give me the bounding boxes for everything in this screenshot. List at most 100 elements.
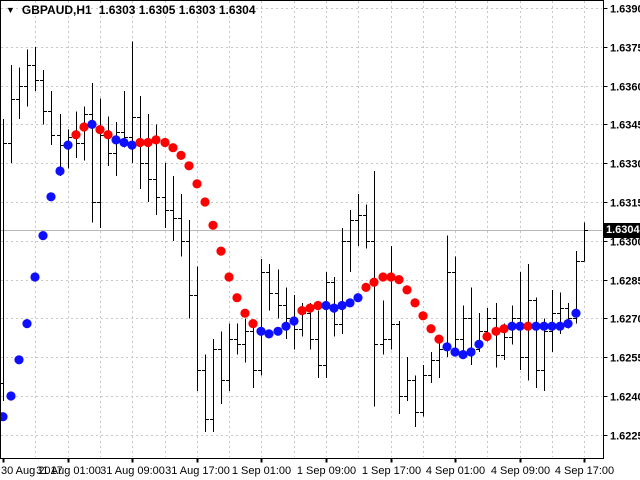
indicator-dot [305,303,315,313]
indicator-dot [499,324,509,334]
ohlc-bar [81,106,88,161]
ohlc-bar [170,176,177,241]
ohlc-bar [404,357,411,402]
price-tick-label: 1.6240 [610,392,640,404]
price-tick-label: 1.6315 [610,198,640,210]
indicator-dot [46,192,56,202]
indicator-dot [200,197,210,207]
price-tick-label: 1.6390 [610,4,640,16]
ohlc-bar [266,264,273,311]
price-tick-label: 1.6375 [610,43,640,55]
indicator-dot [111,135,121,145]
ohlc-bar [105,116,112,166]
indicator-dot [289,316,299,326]
indicator-dot [491,326,501,336]
ohlc-bar [186,220,193,319]
indicator-dot [143,137,153,148]
time-tick-label: 4 Sep 09:00 [491,465,550,477]
indicator-dot [531,321,541,331]
ohlc-bar [48,90,55,146]
ohlc-bar [517,271,524,371]
indicator-dot [216,246,226,256]
indicator-dot [386,272,396,282]
ohlc-bar [549,289,556,352]
indicator-dot [321,300,331,311]
ohlc-bar [420,365,427,417]
price-tick-label: 1.6300 [610,237,640,249]
ohlc-bar [16,67,23,120]
indicator-dot [378,272,388,282]
indicator-dot [0,412,8,422]
indicator-dot [450,347,460,357]
time-tick-label: 31 Aug 17:00 [165,465,230,477]
indicator-dot [30,272,40,282]
price-tick-label: 1.6255 [610,353,640,365]
indicator-dot [87,119,97,129]
indicator-dots [0,119,581,422]
indicator-dot [442,342,452,352]
price-tick-label: 1.6330 [610,159,640,171]
ohlc-bar [210,339,217,433]
indicator-dot [160,137,170,148]
indicator-dot [507,321,517,331]
indicator-dot [523,321,533,331]
plot-frame [0,0,604,459]
indicator-dot [95,125,105,135]
indicator-dot [458,350,468,360]
indicator-dot [345,298,355,308]
grid [1,1,602,457]
ohlc-bar [323,271,330,378]
price-scale[interactable]: 1.6390 1.6375 1.6360 1.6345 1.6330 1.6315 1.63… [603,4,640,443]
ohlc-bar [0,119,7,402]
ohlc-bar [339,227,346,334]
indicator-dot [135,137,145,148]
indicator-dot [466,347,476,357]
ohlc-bar [581,222,588,262]
ohlc-bar [347,209,354,272]
time-tick-label: 30 Aug 2017 [1,465,63,477]
ohlc-bar [428,352,435,384]
ohlc-bar [412,375,419,427]
ohlc-bar [436,339,443,378]
indicator-dot [539,321,549,331]
ohlc-bar [452,256,459,352]
ohlc-bar [396,321,403,415]
indicator-dot [208,220,218,230]
indicator-dot [555,321,565,331]
indicator-dot [482,331,492,342]
indicator-dot [6,391,16,401]
ohlc-bar [194,266,201,391]
price-tick-label: 1.6270 [610,314,640,326]
time-tick-label: 1 Sep 01:00 [232,465,291,477]
indicator-dot [329,303,339,313]
time-tick-label: 31 Aug 09:00 [100,465,165,477]
ohlc-bar [113,121,120,177]
ohlc-bar [40,70,47,125]
ohlc-bar [460,305,467,355]
indicator-dot [184,161,194,171]
price-tick-label: 1.6345 [610,120,640,132]
ohlc-bar [234,323,241,355]
time-tick-label: 4 Sep 17:00 [555,465,614,477]
indicator-dot [55,166,65,176]
ohlc-bar [355,194,362,246]
price-tick-label: 1.6360 [610,82,640,94]
indicator-dot [151,135,161,145]
symbol-dropdown-icon[interactable]: ▼ [6,5,15,15]
ohlc-bar [162,163,169,228]
indicator-dot [369,277,379,287]
indicator-dot [79,122,89,132]
indicator-dot [192,179,202,189]
ohlc-bar [202,354,209,433]
indicator-dot [418,311,428,321]
price-tick-label: 1.6225 [610,431,640,443]
indicator-dot [248,319,258,329]
indicator-dot [313,300,323,311]
indicator-dot [547,321,557,331]
indicator-dot [119,137,129,148]
ohlc-bar [275,269,282,319]
ohlc-bar [388,246,395,350]
